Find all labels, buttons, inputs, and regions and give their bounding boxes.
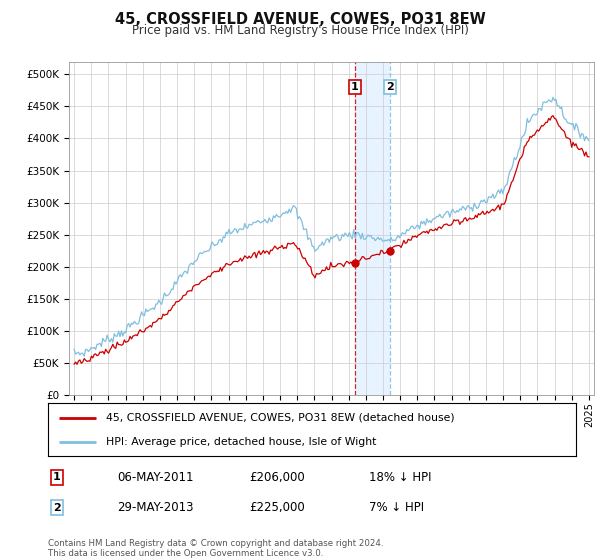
Text: £225,000: £225,000 — [249, 501, 305, 515]
Text: HPI: Average price, detached house, Isle of Wight: HPI: Average price, detached house, Isle… — [106, 437, 376, 447]
Bar — [355, 62, 390, 395]
Text: 1: 1 — [53, 472, 61, 482]
Text: 18% ↓ HPI: 18% ↓ HPI — [369, 470, 431, 484]
Text: Contains HM Land Registry data © Crown copyright and database right 2024.
This d: Contains HM Land Registry data © Crown c… — [48, 539, 383, 558]
Text: 45, CROSSFIELD AVENUE, COWES, PO31 8EW: 45, CROSSFIELD AVENUE, COWES, PO31 8EW — [115, 12, 485, 27]
Text: 7% ↓ HPI: 7% ↓ HPI — [369, 501, 424, 515]
Text: 29-MAY-2013: 29-MAY-2013 — [117, 501, 193, 515]
Text: £206,000: £206,000 — [249, 470, 305, 484]
Text: 06-MAY-2011: 06-MAY-2011 — [117, 470, 193, 484]
Text: 2: 2 — [386, 82, 394, 92]
Text: 45, CROSSFIELD AVENUE, COWES, PO31 8EW (detached house): 45, CROSSFIELD AVENUE, COWES, PO31 8EW (… — [106, 413, 455, 423]
Text: Price paid vs. HM Land Registry's House Price Index (HPI): Price paid vs. HM Land Registry's House … — [131, 24, 469, 37]
Text: 1: 1 — [351, 82, 359, 92]
Text: 2: 2 — [53, 503, 61, 513]
